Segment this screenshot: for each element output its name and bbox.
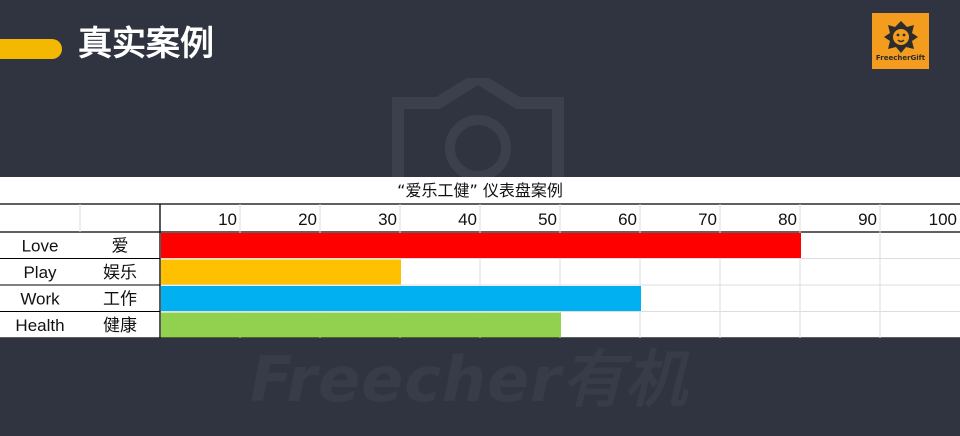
bar-chart: 10 20 30 40 50 60 70 80 90 100 Love 爱 Play 娱乐 Work 工作 He… [0, 203, 960, 338]
category-label-en: Health [15, 316, 64, 335]
category-label-zh: 爱 [112, 236, 129, 256]
tick-label: 30 [378, 210, 397, 229]
bar-work [161, 286, 641, 311]
category-label-zh: 工作 [103, 289, 137, 309]
bar-play [161, 259, 401, 285]
tick-label: 80 [778, 210, 797, 229]
chart-panel: “爱乐工健” 仪表盘案例 10 20 30 40 50 60 70 80 90 100 Love 爱 P… [0, 177, 960, 338]
brand-logo: FreecherGift [872, 13, 929, 69]
accent-pill [0, 39, 62, 59]
bar-health [161, 312, 561, 338]
category-label-en: Love [22, 236, 59, 255]
tick-label: 60 [618, 210, 637, 229]
category-label-zh: 健康 [103, 316, 137, 336]
tick-label: 50 [538, 210, 557, 229]
category-label-en: Play [23, 263, 57, 282]
watermark-shield-icon [392, 78, 564, 183]
tick-label: 40 [458, 210, 477, 229]
category-label-en: Work [20, 289, 60, 308]
tick-label: 10 [218, 210, 237, 229]
slide-title: 真实案例 [78, 24, 214, 64]
category-label-zh: 娱乐 [103, 263, 137, 283]
tick-label: 90 [858, 210, 877, 229]
chart-title: “爱乐工健” 仪表盘案例 [397, 181, 563, 200]
tick-label: 70 [698, 210, 717, 229]
watermark-text: Freecher有机 [250, 343, 688, 416]
logo-text: FreecherGift [875, 53, 926, 62]
tick-label: 100 [929, 210, 957, 229]
lion-logo-icon [883, 20, 918, 53]
tick-label: 20 [298, 210, 317, 229]
bar-love [161, 233, 801, 258]
